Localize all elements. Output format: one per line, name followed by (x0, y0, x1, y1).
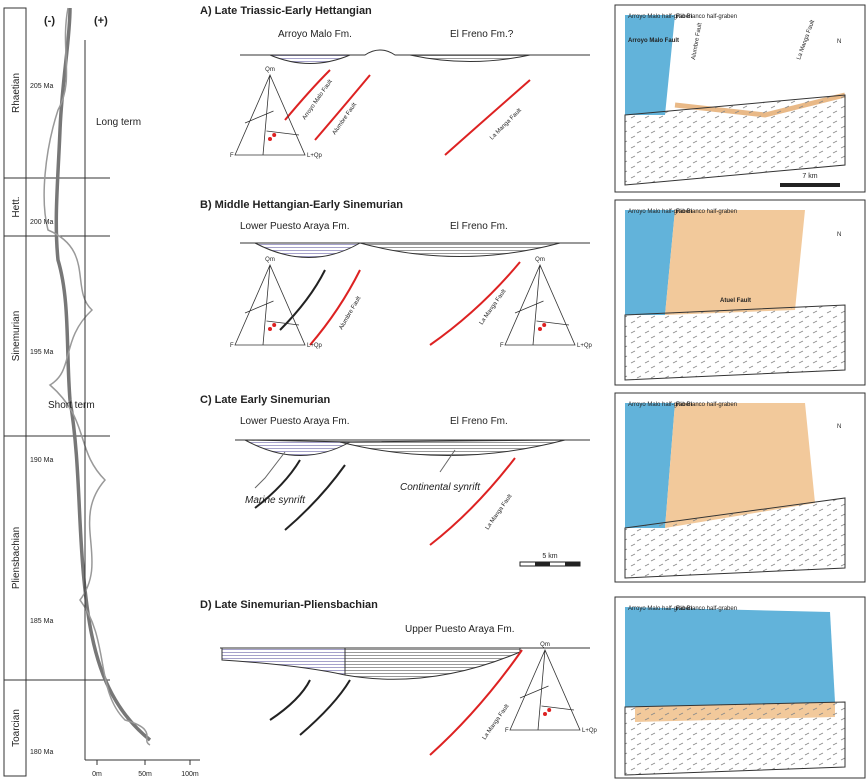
ternary-label: F (505, 728, 509, 734)
age: 185 Ma (30, 618, 53, 625)
figure: (-) (+) Rhaetian Hett. Sinemurian Pliens… (0, 0, 868, 782)
scale-label: 7 km (802, 173, 817, 180)
ternary-label: F (230, 153, 234, 159)
ternary-label: L+Qp (582, 728, 598, 734)
stage: Rhaetian (11, 73, 22, 113)
stage: Sinemurian (11, 311, 22, 362)
ternary (510, 650, 580, 730)
panel-title: B) Middle Hettangian-Early Sinemurian (200, 199, 403, 211)
axis-label: 100m (181, 771, 199, 778)
block-diagrams (615, 5, 865, 778)
ternary-label: Qm (265, 67, 275, 73)
ternary-label: Qm (265, 257, 275, 263)
sample (268, 327, 272, 331)
unit-label: Lower Puesto Araya Fm. (240, 221, 350, 232)
sample (272, 323, 276, 327)
ternary-label: L+Qp (307, 343, 323, 349)
fault-label: Atuel Fault (720, 298, 751, 304)
section (240, 50, 590, 155)
sample (272, 133, 276, 137)
annotation: Continental synrift (400, 482, 481, 493)
unit-label: Upper Puesto Araya Fm. (405, 624, 515, 635)
panel-title: C) Late Early Sinemurian (200, 394, 330, 406)
ternary-label: Qm (540, 642, 550, 648)
scale-label: 5 km (542, 553, 557, 560)
sample (542, 323, 546, 327)
short-term-label: Short term (48, 400, 95, 411)
north-label: N (837, 424, 841, 430)
ternary-label: L+Qp (307, 153, 323, 159)
ternary-label: F (230, 343, 234, 349)
panel-title: D) Late Sinemurian-Pliensbachian (200, 599, 378, 611)
sample (538, 327, 542, 331)
age: 190 Ma (30, 457, 53, 464)
section (220, 648, 590, 755)
fault-label: La Manga Fault (482, 703, 511, 741)
graben-label: Rio Blanco half-graben (676, 209, 737, 215)
age: 180 Ma (30, 749, 53, 756)
ternary-label: F (500, 343, 504, 349)
stage: Pliensbachian (11, 527, 22, 589)
unit-label: Lower Puesto Araya Fm. (240, 416, 350, 427)
ternary-label: Qm (535, 257, 545, 263)
sample (547, 708, 551, 712)
ternary-label: L+Qp (577, 343, 593, 349)
plus-label: (+) (94, 15, 108, 27)
minus-label: (-) (44, 15, 55, 27)
axis-label: 0m (92, 771, 102, 778)
north-label: N (837, 232, 841, 238)
unit-label: El Freno Fm.? (450, 29, 514, 40)
unit-label: El Freno Fm. (450, 221, 508, 232)
fault-label: La Manga Fault (485, 493, 514, 531)
sample (543, 712, 547, 716)
ternary (235, 265, 305, 345)
ternary (505, 265, 575, 345)
unit-label: Arroyo Malo Fm. (278, 29, 352, 40)
fault-label: La Manga Fault (479, 288, 508, 326)
north-label: N (837, 39, 841, 45)
graben-label: Rio Blanco half-graben (676, 14, 737, 20)
axis-label: 50m (138, 771, 152, 778)
sample (268, 137, 272, 141)
annotation: Marine synrift (245, 495, 306, 506)
age: 200 Ma (30, 219, 53, 226)
stage: Hett. (11, 196, 22, 217)
graben-label: Rio Blanco half-graben (676, 402, 737, 408)
graben-label: Rio Blanco half-graben (676, 606, 737, 612)
age: 205 Ma (30, 83, 53, 90)
long-term-label: Long term (96, 117, 141, 128)
fault-label: Arroyo Malo Fault (302, 79, 334, 122)
unit-label: El Freno Fm. (450, 416, 508, 427)
panel-title: A) Late Triassic-Early Hettangian (200, 5, 372, 17)
fault-label: Alumbre Fault (332, 102, 359, 136)
age: 195 Ma (30, 349, 53, 356)
ternary (235, 75, 305, 155)
fault-label: Arroyo Malo Fault (628, 38, 679, 44)
stage: Toarcian (11, 709, 22, 747)
